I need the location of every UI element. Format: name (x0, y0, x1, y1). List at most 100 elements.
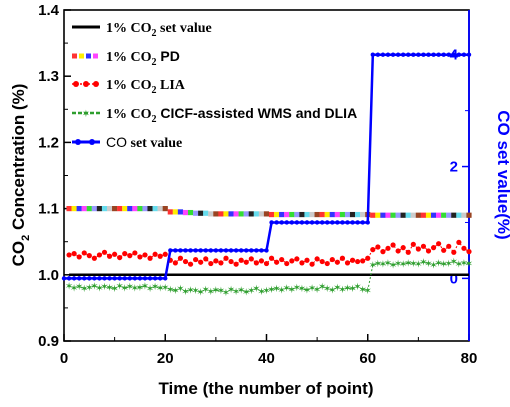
pd-point (132, 206, 138, 212)
co-set-value-point (193, 248, 198, 253)
co-set-value-point (117, 276, 122, 281)
lia-point (106, 253, 113, 259)
lia-point (142, 252, 148, 258)
pd-point (258, 211, 265, 217)
pd-point (446, 212, 452, 218)
pd-point (162, 206, 168, 212)
legend-swatch-pd (72, 53, 77, 59)
wms-dlia-point: ✶ (151, 282, 159, 293)
pd-point (415, 212, 421, 218)
lia-point (430, 245, 437, 251)
lia-point (279, 256, 285, 263)
lia-point (339, 255, 346, 261)
lia-point (274, 259, 280, 265)
co-set-value-point (71, 276, 77, 281)
co-set-value-point (157, 276, 163, 281)
y-left-tick-label: 0.9 (38, 333, 59, 350)
pd-point (355, 211, 361, 218)
pd-point (223, 211, 229, 217)
lia-point (71, 251, 77, 257)
lia-point (309, 261, 315, 267)
lia-point (218, 260, 224, 266)
wms-dlia-point: ✶ (374, 259, 382, 270)
wms-dlia-point: ✶ (318, 282, 326, 293)
lia-point (446, 243, 452, 249)
wms-dlia-point: ✶ (237, 286, 245, 297)
pd-point (299, 211, 305, 218)
legend-swatch-wms-point: ✶ (82, 109, 90, 120)
wms-dlia-point: ✶ (414, 260, 422, 271)
pd-point (238, 211, 244, 217)
lia-point (294, 256, 300, 262)
co-set-value-point (406, 52, 411, 57)
lia-point (304, 257, 310, 263)
pd-point (172, 209, 178, 215)
wms-dlia-point: ✶ (445, 259, 453, 270)
pd-point (339, 211, 346, 218)
co-set-value-point (340, 220, 345, 225)
wms-dlia-point: ✶ (252, 284, 260, 295)
legend-swatch-lia-point (83, 81, 89, 87)
co-set-value-point (188, 248, 193, 253)
wms-dlia-point: ✶ (303, 286, 311, 297)
y-left-tick-label: 1.3 (38, 68, 59, 85)
x-tick-label: 40 (258, 350, 275, 367)
wms-dlia-point: ✶ (293, 283, 301, 294)
pd-point (360, 211, 366, 218)
legend-swatch-pd (86, 53, 91, 59)
co-set-value-point (238, 248, 244, 253)
wms-dlia-point: ✶ (333, 283, 341, 294)
lia-point (243, 259, 249, 265)
pd-point (268, 211, 275, 218)
pd-point (112, 206, 118, 212)
co-set-value-point (355, 220, 360, 225)
wms-dlia-point: ✶ (242, 288, 250, 299)
wms-dlia-point: ✶ (141, 282, 149, 293)
co-set-value-point (233, 248, 239, 253)
lia-point (233, 261, 239, 267)
lia-point (198, 259, 204, 265)
wms-dlia-point: ✶ (267, 285, 275, 296)
wms-dlia-point: ✶ (227, 285, 235, 296)
pd-point (66, 206, 72, 212)
pd-point (395, 212, 401, 218)
co-set-value-point (279, 220, 284, 225)
wms-dlia-point: ✶ (100, 282, 108, 293)
pd-point (127, 206, 133, 212)
wms-dlia-point: ✶ (394, 259, 402, 270)
pd-point (349, 211, 356, 218)
lia-point (390, 242, 396, 248)
lia-point (456, 239, 462, 245)
lia-point (410, 241, 416, 247)
lia-point (466, 249, 472, 255)
pd-point (167, 209, 173, 215)
lia-point (223, 255, 229, 261)
wms-dlia-point: ✶ (90, 282, 98, 293)
pd-point (263, 211, 270, 217)
co-set-value-point (97, 276, 102, 281)
lia-point (91, 255, 97, 261)
pd-point (304, 211, 310, 218)
legend-swatch-pd (93, 53, 98, 59)
x-tick-label: 20 (157, 350, 174, 367)
legend-label: 1% CO2 CICF-assisted WMS and DLIA (106, 105, 357, 125)
co-set-value-point (218, 248, 224, 253)
lia-point (299, 260, 305, 266)
lia-point (112, 251, 118, 257)
wms-dlia-point: ✶ (384, 258, 392, 269)
y-left-tick-label: 1.2 (38, 134, 59, 151)
lia-point (248, 256, 254, 262)
wms-dlia-point: ✶ (156, 284, 164, 295)
pd-point (203, 210, 209, 216)
wms-dlia-point: ✶ (404, 258, 412, 269)
wms-dlia-point: ✶ (348, 284, 356, 295)
pd-point (233, 211, 239, 217)
wms-dlia-point: ✶ (191, 286, 199, 297)
wms-dlia-point: ✶ (85, 283, 93, 294)
x-tick-label: 80 (461, 350, 478, 367)
pd-point (405, 212, 411, 218)
wms-dlia-point: ✶ (389, 260, 397, 271)
pd-point (208, 211, 214, 217)
co-set-value-point (325, 220, 330, 225)
lia-point (451, 249, 457, 255)
